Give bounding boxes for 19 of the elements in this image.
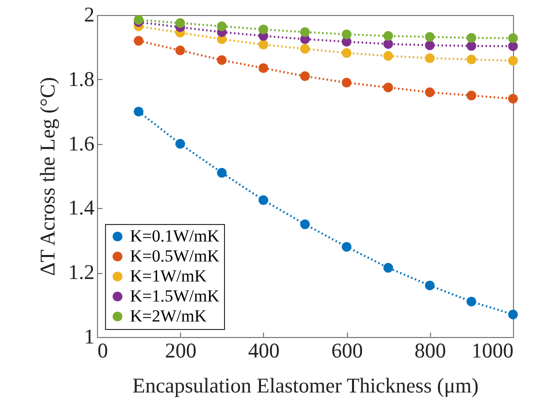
legend-label: K=1.5W/mK: [130, 286, 220, 306]
x-axis-title: Encapsulation Elastomer Thickness (μm): [132, 374, 479, 398]
x-tick-label: 200: [164, 338, 196, 362]
y-tick-label: 1: [84, 324, 94, 348]
y-tick-label: 1.2: [68, 260, 94, 284]
y-tick-label: 2: [84, 2, 94, 26]
legend-label: K=2W/mK: [130, 306, 208, 326]
legend-label: K=0.5W/mK: [130, 246, 220, 266]
x-tick-label: 800: [414, 338, 446, 362]
x-tick-label: 0: [98, 338, 108, 362]
legend-label: K=1W/mK: [130, 266, 208, 286]
y-tick-label: 1.4: [68, 196, 95, 220]
y-axis-title: ΔT Across the Leg (°C): [35, 77, 60, 276]
y-tick-label: 1.8: [68, 66, 94, 91]
legend-label: K=0.1W/mK: [130, 226, 220, 246]
x-tick-label: 400: [248, 338, 280, 362]
x-tick-label: 600: [331, 338, 363, 362]
x-tick-label: 1000: [472, 338, 514, 362]
y-tick-label: 1.6: [68, 131, 94, 156]
